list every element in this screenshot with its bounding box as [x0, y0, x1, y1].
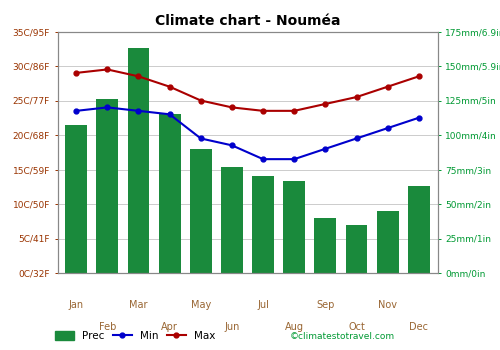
- Bar: [346, 225, 368, 273]
- Bar: [128, 48, 150, 273]
- Bar: [190, 149, 212, 273]
- Text: Jun: Jun: [224, 322, 240, 331]
- Text: Aug: Aug: [284, 322, 304, 331]
- Bar: [158, 114, 180, 273]
- Title: Climate chart - Nouméa: Climate chart - Nouméa: [155, 14, 340, 28]
- Text: Apr: Apr: [161, 322, 178, 331]
- Text: Nov: Nov: [378, 300, 397, 310]
- Bar: [284, 181, 305, 273]
- Text: Dec: Dec: [410, 322, 428, 331]
- Text: Feb: Feb: [98, 322, 116, 331]
- Bar: [66, 125, 87, 273]
- Bar: [408, 186, 430, 273]
- Text: Mar: Mar: [129, 300, 148, 310]
- Text: Oct: Oct: [348, 322, 365, 331]
- Bar: [221, 167, 243, 273]
- Text: Jan: Jan: [68, 300, 84, 310]
- Bar: [314, 218, 336, 273]
- Bar: [252, 176, 274, 273]
- Text: ©climatestotravel.com: ©climatestotravel.com: [290, 332, 395, 341]
- Text: Jul: Jul: [257, 300, 269, 310]
- Bar: [96, 99, 118, 273]
- Text: Sep: Sep: [316, 300, 334, 310]
- Legend: Prec, Min, Max: Prec, Min, Max: [55, 331, 216, 341]
- Text: May: May: [190, 300, 211, 310]
- Bar: [377, 211, 398, 273]
